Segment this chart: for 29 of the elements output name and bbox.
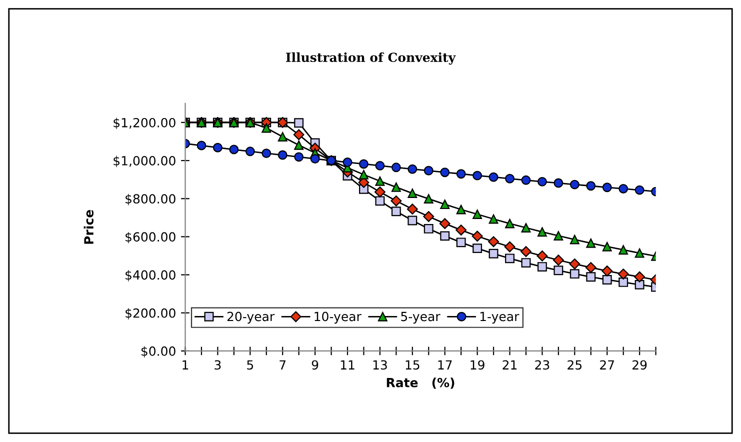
chart-title: Illustration of Convexity [286, 52, 456, 65]
x-tick-label: 5 [247, 360, 254, 370]
x-tick-label: 7 [280, 360, 286, 370]
x-tick-label: 13 [373, 360, 387, 370]
x-tick-label: 25 [568, 360, 582, 370]
x-tick-label: 1 [182, 360, 188, 370]
legend-label: 10-year [314, 312, 362, 324]
y-tick-label: $800.00 [126, 194, 176, 206]
x-tick-label: 23 [535, 360, 550, 370]
y-tick-label: $0.00 [141, 346, 176, 358]
legend-label: 1-year [480, 312, 520, 324]
x-tick-label: 3 [214, 360, 221, 370]
y-tick-label: $400.00 [126, 270, 176, 282]
x-tick-label: 9 [312, 360, 318, 370]
legend-label: 5-year [401, 312, 440, 324]
legend-label: 20-year [227, 312, 275, 324]
x-tick-label: 17 [438, 360, 452, 370]
y-tick-label: $600.00 [126, 232, 176, 244]
y-tick-label: $1,200.00 [114, 118, 176, 130]
x-tick-label: 21 [502, 360, 517, 370]
x-axis-title: Rate (%) [386, 378, 454, 389]
x-tick-label: 27 [600, 360, 614, 370]
x-tick-label: 11 [340, 360, 354, 370]
y-tick-label: $200.00 [126, 308, 176, 320]
y-axis-title: Price [84, 210, 94, 244]
y-tick-label: $1,000.00 [114, 156, 176, 168]
x-tick-label: 19 [470, 360, 484, 370]
x-tick-label: 15 [406, 360, 420, 370]
x-tick-label: 29 [632, 360, 647, 370]
